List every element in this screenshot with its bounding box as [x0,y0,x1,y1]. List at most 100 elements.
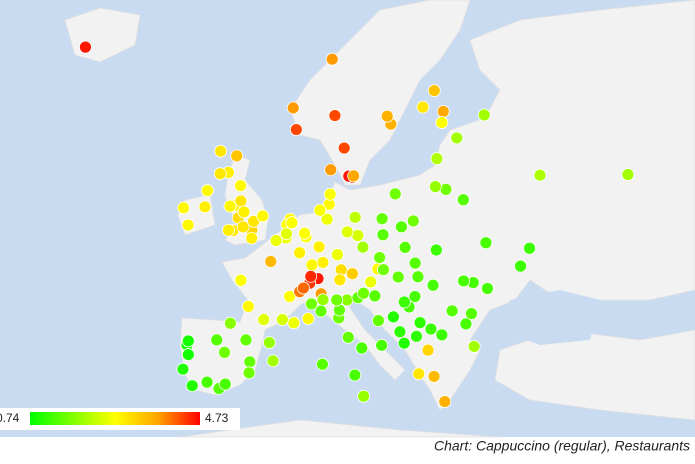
city-point [424,322,438,336]
city-point [429,243,443,257]
city-point [348,368,362,382]
city-point [435,116,449,129]
city-point [236,220,250,234]
city-point [293,246,306,260]
city-point [313,203,327,217]
city-point [398,240,412,254]
caption: Chart: Cappuccino (regular), Restaurants [434,438,690,454]
city-point [397,295,411,309]
city-point [333,273,347,287]
city-point [523,241,536,255]
city-point [368,289,382,303]
city-point [457,274,471,288]
city-point [223,199,237,213]
city-point [408,256,422,270]
city-point [340,225,354,239]
city-point [314,304,328,318]
city-point [328,109,342,122]
city-point [430,152,444,166]
city-point [245,231,259,245]
city-point [376,228,390,242]
city-point [201,184,214,197]
city-point [438,395,452,408]
city-point [387,310,400,324]
city-point [330,293,344,307]
city-point [459,317,473,331]
colorbar [30,412,200,425]
city-point [388,187,402,201]
city-point [325,52,339,66]
city-point [218,345,231,359]
city-point [243,355,257,369]
scandinavia [289,0,471,186]
city-point [481,282,494,295]
city-point [285,216,299,230]
points [79,40,635,408]
city-point [276,313,289,326]
city-point [391,270,405,284]
city-point [230,149,244,163]
city-point [234,194,248,208]
city-point [341,330,355,344]
city-point [621,168,635,181]
city-point [305,297,318,311]
colorbar-max: 4.73 [205,411,229,425]
city-point [257,313,271,327]
city-point [355,341,369,355]
city-point [427,84,441,98]
city-point [210,333,224,347]
city-point [428,180,442,194]
city-point [347,169,361,183]
city-point [242,366,256,380]
city-point [375,212,389,226]
city-point [266,354,280,368]
city-point [395,220,408,234]
city-point [234,179,247,193]
city-point [264,255,278,268]
city-point [289,123,303,136]
city-point [320,212,334,226]
city-point [213,167,227,181]
city-point [287,316,301,330]
city-point [357,286,370,300]
city-point [222,223,235,237]
city-point [364,275,378,289]
city-point [348,210,362,224]
city-point [241,300,255,313]
city-point [465,307,478,321]
city-point [421,343,435,357]
city-point [357,389,371,403]
city-point [218,377,232,391]
city-point [323,187,337,201]
city-point [312,240,326,254]
city-point [234,273,248,287]
city-point [324,163,338,177]
city-point [427,370,441,383]
city-point [304,270,318,283]
city-point [239,333,253,347]
city-point [200,375,214,389]
city-point [533,168,547,182]
city-point [413,316,427,330]
city-point [79,40,92,54]
city-point [237,205,251,219]
city-point [416,100,430,114]
africa [179,419,501,438]
city-point [331,248,344,262]
city-point [380,109,394,123]
city-point [181,348,195,361]
city-point [467,340,481,353]
city-point [406,214,420,228]
city-point [297,281,310,295]
city-point [286,101,300,115]
city-point [256,209,270,223]
city-point [223,316,237,330]
city-point [435,328,449,342]
city-point [439,182,453,196]
city-point [279,227,293,241]
city-point [412,367,426,381]
city-point [262,336,276,349]
black-sea [500,290,600,345]
city-point [371,314,385,328]
